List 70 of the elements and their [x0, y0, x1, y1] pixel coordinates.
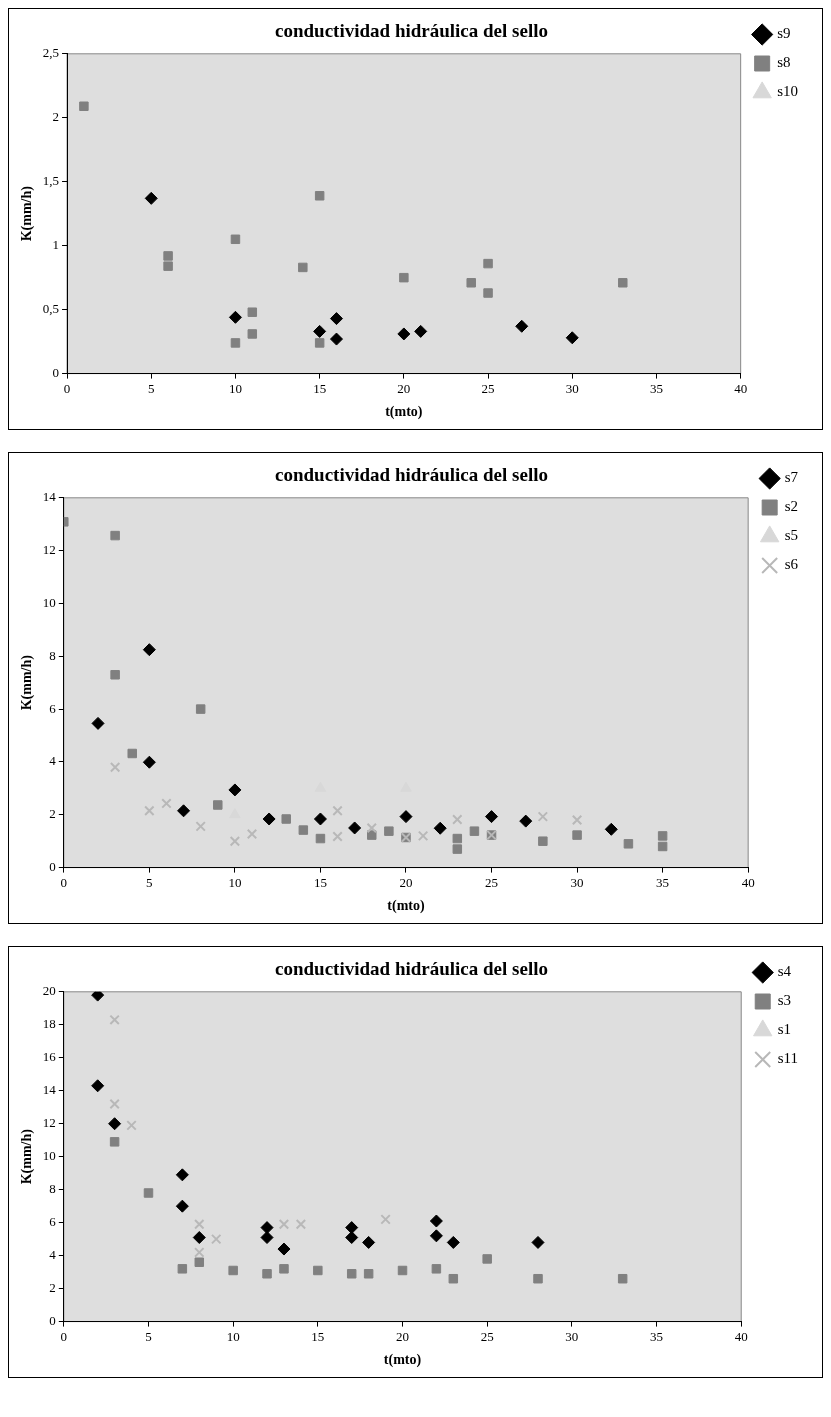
y-tick-label: 4: [49, 1247, 57, 1263]
chart-title: conductividad hidráulica del sello: [275, 20, 548, 42]
x-tick-label: 20: [397, 380, 411, 396]
y-tick-label: 20: [42, 983, 56, 999]
y-tick-label: 12: [42, 1115, 56, 1131]
y-tick-label: 0: [52, 365, 60, 381]
y-tick-label: 8: [49, 1181, 56, 1197]
y-tick-label: 8: [49, 647, 56, 663]
y-tick-label: 16: [42, 1049, 57, 1065]
y-axis-title: K(mm/h): [19, 1128, 36, 1185]
legend-label: s8: [777, 54, 791, 71]
y-tick-label: 10: [42, 594, 56, 610]
x-axis-title: t(mto): [387, 898, 425, 915]
legend-label: s6: [784, 556, 799, 573]
y-tick-label: 2,5: [42, 45, 60, 61]
y-tick-label: 14: [42, 489, 57, 505]
legend-label: s3: [777, 992, 792, 1009]
legend-label: s11: [777, 1050, 798, 1067]
y-tick-label: 2: [49, 806, 56, 822]
x-tick-label: 0: [63, 380, 71, 396]
legend-label: s1: [777, 1021, 792, 1038]
y-axis-title: K(mm/h): [19, 185, 36, 242]
x-tick-label: 30: [570, 874, 584, 890]
x-tick-label: 15: [313, 874, 327, 890]
y-tick-label: 6: [49, 1214, 57, 1230]
y-tick-label: 14: [42, 1082, 57, 1098]
x-tick-label: 40: [734, 1328, 748, 1344]
chart-title: conductividad hidráulica del sello: [275, 958, 548, 980]
y-tick-label: 2: [49, 1280, 56, 1296]
x-tick-label: 5: [148, 380, 155, 396]
x-tick-label: 10: [226, 1328, 240, 1344]
y-tick-label: 12: [42, 542, 56, 558]
x-axis-title: t(mto): [385, 404, 423, 421]
x-tick-label: 30: [565, 380, 579, 396]
x-tick-label: 5: [145, 1328, 152, 1344]
legend-label: s5: [784, 527, 799, 544]
y-tick-label: 0: [49, 1313, 56, 1329]
x-tick-label: 25: [481, 380, 495, 396]
x-tick-label: 35: [650, 1328, 664, 1344]
x-tick-label: 20: [396, 1328, 410, 1344]
x-tick-label: 35: [656, 874, 670, 890]
x-tick-label: 35: [649, 380, 663, 396]
y-tick-label: 4: [49, 753, 57, 769]
y-tick-label: 18: [42, 1016, 56, 1032]
legend-label: s9: [777, 25, 791, 42]
y-tick-label: 0: [49, 859, 56, 875]
x-tick-label: 10: [228, 380, 242, 396]
x-tick-label: 40: [741, 874, 755, 890]
x-tick-label: 20: [399, 874, 413, 890]
y-axis-title: K(mm/h): [19, 654, 36, 711]
chart-title: conductividad hidráulica del sello: [275, 464, 548, 486]
legend-label: s7: [784, 469, 799, 486]
x-tick-label: 15: [311, 1328, 325, 1344]
x-tick-label: 25: [485, 874, 499, 890]
legend-label: s4: [777, 963, 792, 980]
y-tick-label: 1: [52, 237, 60, 253]
x-tick-label: 15: [313, 380, 327, 396]
y-tick-label: 10: [42, 1148, 56, 1164]
x-tick-label: 25: [480, 1328, 494, 1344]
y-tick-label: 0,5: [42, 301, 60, 317]
x-tick-label: 10: [228, 874, 242, 890]
y-tick-label: 2: [52, 109, 60, 125]
y-tick-label: 1,5: [42, 173, 60, 189]
x-tick-label: 40: [734, 380, 748, 396]
x-axis-title: t(mto): [383, 1352, 422, 1369]
legend-label: s2: [784, 498, 799, 515]
x-tick-label: 5: [146, 874, 153, 890]
y-tick-label: 6: [49, 700, 57, 716]
x-tick-label: 30: [565, 1328, 579, 1344]
legend-label: s10: [777, 83, 799, 100]
